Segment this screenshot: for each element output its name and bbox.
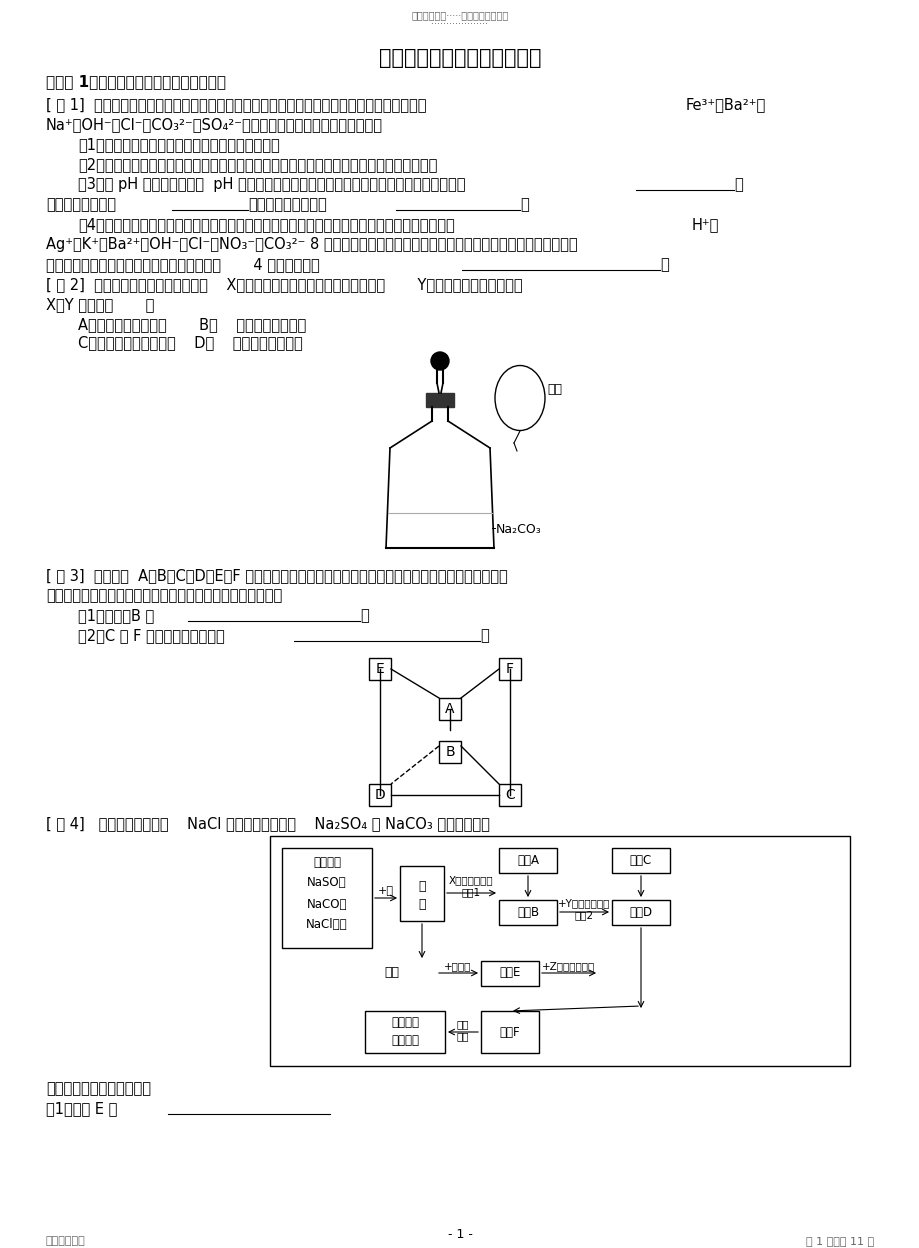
Text: （2）C 和 F 反应的化学方程式是: （2）C 和 F 反应的化学方程式是: [78, 628, 224, 643]
Bar: [369, 658, 391, 680]
Text: A．盐酸、硫酸钠溶液       B．    盐酸、氯化钙溶液: A．盐酸、硫酸钠溶液 B． 盐酸、氯化钙溶液: [78, 317, 306, 332]
Text: 固体A: 固体A: [516, 854, 539, 866]
Text: 溶液和单质铁。凡用直线相连的两物质间均可发生化学反应。: 溶液和单质铁。凡用直线相连的两物质间均可发生化学反应。: [46, 588, 282, 603]
Text: H⁺、: H⁺、: [691, 217, 719, 232]
Text: ，可能含有的离子是: ，可能含有的离子是: [248, 197, 326, 212]
Text: Na⁺、OH⁻、Cl⁻、CO₃²⁻、SO₄²⁻；为了进一步确认，进行实验检测：: Na⁺、OH⁻、Cl⁻、CO₃²⁻、SO₄²⁻；为了进一步确认，进行实验检测：: [46, 117, 382, 132]
Text: （1）气体 E 是: （1）气体 E 是: [46, 1101, 118, 1116]
Text: 浑浊: 浑浊: [384, 966, 399, 980]
Bar: [400, 866, 444, 921]
Text: 。: 。: [359, 608, 369, 623]
Text: 肯定没有的离子是: 肯定没有的离子是: [46, 197, 116, 212]
Bar: [438, 698, 460, 720]
Text: 名师资料总结·····精品资料欢迎下载: 名师资料总结·····精品资料欢迎下载: [411, 10, 508, 20]
Text: 液: 液: [418, 897, 425, 911]
Text: （2）向取样的污水中，滴入稀硫酸，有大量白色沉淀产生，再加稀硝酸，白色沉淀不消失。: （2）向取样的污水中，滴入稀硫酸，有大量白色沉淀产生，再加稀硝酸，白色沉淀不消失…: [78, 157, 437, 172]
Text: +石灰水: +石灰水: [444, 961, 471, 971]
Text: 溶液F: 溶液F: [499, 1026, 520, 1038]
Text: NaSO和: NaSO和: [307, 876, 346, 890]
Bar: [498, 784, 520, 806]
Text: 滤液D: 滤液D: [629, 906, 652, 919]
Bar: [498, 847, 556, 874]
Text: 知识点 1：离子检验及共存、物质间的转化: 知识点 1：离子检验及共存、物质间的转化: [46, 74, 226, 89]
Text: 纯净的氯: 纯净的氯: [391, 1017, 418, 1030]
Text: +Y溶液（过量）: +Y溶液（过量）: [557, 899, 609, 909]
Text: [ 例 1]  某化工场排放的污水中，常溶有某些对人体有害的物质。通过目测，初步认为可能含有: [ 例 1] 某化工场排放的污水中，常溶有某些对人体有害的物质。通过目测，初步认…: [46, 97, 426, 112]
Text: 。: 。: [480, 628, 488, 643]
Bar: [481, 961, 539, 986]
Bar: [611, 847, 669, 874]
Text: X溶液（过量）: X溶液（过量）: [448, 875, 493, 885]
Text: [ 例 2]  向下图所示的装置中逐渐加入    X，可观察到气球逐渐胀大；再逐渐加入       Y，又看到气球逐渐变小。: [ 例 2] 向下图所示的装置中逐渐加入 X，可观察到气球逐渐胀大；再逐渐加入 …: [46, 277, 522, 292]
Text: 化钠晶体: 化钠晶体: [391, 1035, 418, 1047]
Circle shape: [430, 352, 448, 369]
Text: D: D: [374, 787, 385, 802]
Text: 名师精心整理: 名师精心整理: [46, 1236, 85, 1246]
Text: （3）用 pH 试纸测定污水的  pH 值，试纸显深蓝色。由此可知，该污水中，肯定含有离子是: （3）用 pH 试纸测定污水的 pH 值，试纸显深蓝色。由此可知，该污水中，肯定…: [78, 177, 465, 192]
Text: 气体E: 气体E: [499, 966, 520, 980]
Text: +Z溶液（适量）: +Z溶液（适量）: [542, 961, 595, 971]
Text: 溶: 溶: [418, 880, 425, 892]
Bar: [481, 1011, 539, 1053]
Text: （1）取污水仔细观察，呈无色、透明、均一状态。: （1）取污水仔细观察，呈无色、透明、均一状态。: [78, 137, 279, 152]
Text: - 1 -: - 1 -: [447, 1228, 472, 1241]
Text: 蒸干: 蒸干: [456, 1031, 469, 1041]
Text: 第 1 页，共 11 页: 第 1 页，共 11 页: [805, 1236, 873, 1246]
Bar: [425, 393, 453, 407]
Text: （1）推断：B 是: （1）推断：B 是: [78, 608, 154, 623]
Text: ···················: ···················: [431, 19, 488, 29]
Text: C．硫酸、氢氧化钡溶液    D．    硫酸、氧化钡溶液: C．硫酸、氢氧化钡溶液 D． 硫酸、氧化钡溶液: [78, 334, 302, 349]
Text: E: E: [375, 661, 384, 676]
Text: 过滤2: 过滤2: [573, 910, 593, 920]
Text: 试根据上述实验方案回答：: 试根据上述实验方案回答：: [46, 1081, 151, 1096]
Text: F: F: [505, 661, 514, 676]
Text: 气球: 气球: [547, 383, 562, 396]
Bar: [611, 900, 669, 925]
Text: 。: 。: [659, 257, 668, 272]
Bar: [498, 658, 520, 680]
Text: +水: +水: [378, 886, 393, 896]
Text: NaCl晶体: NaCl晶体: [306, 919, 347, 931]
Text: X、Y 依次为（       ）: X、Y 依次为（ ）: [46, 297, 154, 312]
Text: A: A: [445, 701, 454, 716]
Bar: [269, 836, 849, 1066]
Text: [ 例 3]  下图里有  A、B、C、D、E、F 六种物质，它们是硝酸铜、碳酸钠、氯化钡、稀硫酸、氢氧化钙五种: [ 例 3] 下图里有 A、B、C、D、E、F 六种物质，它们是硝酸铜、碳酸钠、…: [46, 568, 507, 583]
Text: （4）某学校化学课外活动小组，将一些可溶性化合物溶于水，配制成的甲、乙两溶液中，共含有: （4）某学校化学课外活动小组，将一些可溶性化合物溶于水，配制成的甲、乙两溶液中，…: [78, 217, 454, 232]
Bar: [282, 847, 371, 948]
Bar: [438, 741, 460, 763]
Bar: [365, 1011, 445, 1053]
Text: 离子检验、离子共存及推断题: 离子检验、离子共存及推断题: [379, 47, 540, 67]
Text: 试液，石蕊试液变成蓝色，则乙溶液里含有的       4 种离子应该是: 试液，石蕊试液变成蓝色，则乙溶液里含有的 4 种离子应该是: [46, 257, 320, 272]
Text: B: B: [445, 745, 454, 759]
Text: 。: 。: [733, 177, 742, 192]
Bar: [498, 900, 556, 925]
Text: 混有少量: 混有少量: [312, 855, 341, 869]
Text: 固体C: 固体C: [630, 854, 652, 866]
Text: 过滤1: 过滤1: [461, 887, 480, 897]
Text: 。: 。: [519, 197, 528, 212]
Text: C: C: [505, 787, 515, 802]
Text: 加热: 加热: [456, 1020, 469, 1030]
Text: [ 例 4]   下列是某学生除去    NaCl 晶体中混有的少量    Na₂SO₄ 和 NaCO₃ 的实验方案：: [ 例 4] 下列是某学生除去 NaCl 晶体中混有的少量 Na₂SO₄ 和 N…: [46, 816, 489, 831]
Ellipse shape: [494, 366, 544, 431]
Text: Fe³⁺、Ba²⁺、: Fe³⁺、Ba²⁺、: [686, 97, 766, 112]
Text: 滤液B: 滤液B: [516, 906, 539, 919]
Text: NaCO的: NaCO的: [306, 897, 346, 911]
Text: Ag⁺、K⁺、Ba²⁺、OH⁻、Cl⁻、NO₃⁻、CO₃²⁻ 8 种离子，两种溶液里所含离子各不相同，已知向甲溶液里滴入石蕊: Ag⁺、K⁺、Ba²⁺、OH⁻、Cl⁻、NO₃⁻、CO₃²⁻ 8 种离子，两种溶…: [46, 237, 577, 252]
Bar: [369, 784, 391, 806]
Text: Na₂CO₃: Na₂CO₃: [495, 523, 541, 535]
